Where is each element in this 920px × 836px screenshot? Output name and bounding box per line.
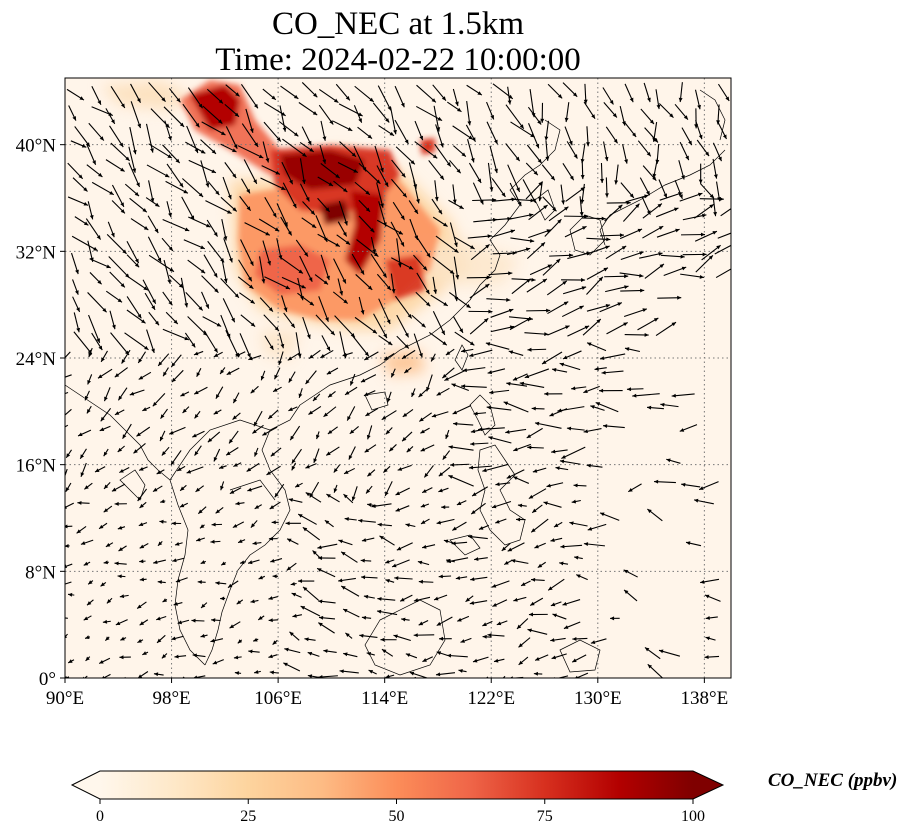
map-title: CO_NEC at 1.5km bbox=[271, 6, 525, 42]
x-tick-label: 106°E bbox=[254, 688, 302, 709]
y-tick-label: 32°N bbox=[16, 242, 57, 263]
x-tick-label: 130°E bbox=[574, 688, 622, 709]
x-tick-labels: 90°E 98°E 106°E 114°E 122°E 130°E 138°E bbox=[46, 678, 728, 709]
colorbar-gradient bbox=[100, 771, 693, 799]
y-tick-label: 8°N bbox=[25, 562, 56, 583]
graticule bbox=[65, 78, 731, 678]
wind-vectors bbox=[65, 82, 731, 678]
colorbar-tick-label: 0 bbox=[96, 808, 104, 825]
x-tick-label: 138°E bbox=[681, 688, 729, 709]
x-tick-label: 90°E bbox=[46, 688, 84, 709]
y-tick-label: 16°N bbox=[16, 456, 57, 477]
colorbar-over-extension bbox=[693, 771, 723, 799]
y-tick-label: 0° bbox=[39, 669, 56, 690]
x-tick-label: 122°E bbox=[467, 688, 515, 709]
colorbar-tick-label: 100 bbox=[681, 808, 705, 825]
y-tick-label: 40°N bbox=[16, 136, 57, 157]
x-tick-label: 114°E bbox=[361, 688, 408, 709]
colorbar-label: CO_NEC (ppbv) bbox=[768, 770, 898, 791]
y-tick-label: 24°N bbox=[16, 349, 57, 370]
map-timestamp: Time: 2024-02-22 10:00:00 bbox=[215, 42, 581, 78]
x-tick-label: 98°E bbox=[152, 688, 190, 709]
colorbar-tick-label: 50 bbox=[389, 808, 405, 825]
colorbar-under-extension bbox=[72, 771, 100, 799]
colorbar: 0 25 50 75 100 bbox=[70, 770, 725, 825]
colorbar-tick-label: 25 bbox=[240, 808, 256, 825]
y-tick-labels: 0° 8°N 16°N 24°N 32°N 40°N bbox=[16, 136, 65, 690]
colorbar-tick-label: 75 bbox=[537, 808, 553, 825]
map-frame bbox=[64, 77, 732, 679]
